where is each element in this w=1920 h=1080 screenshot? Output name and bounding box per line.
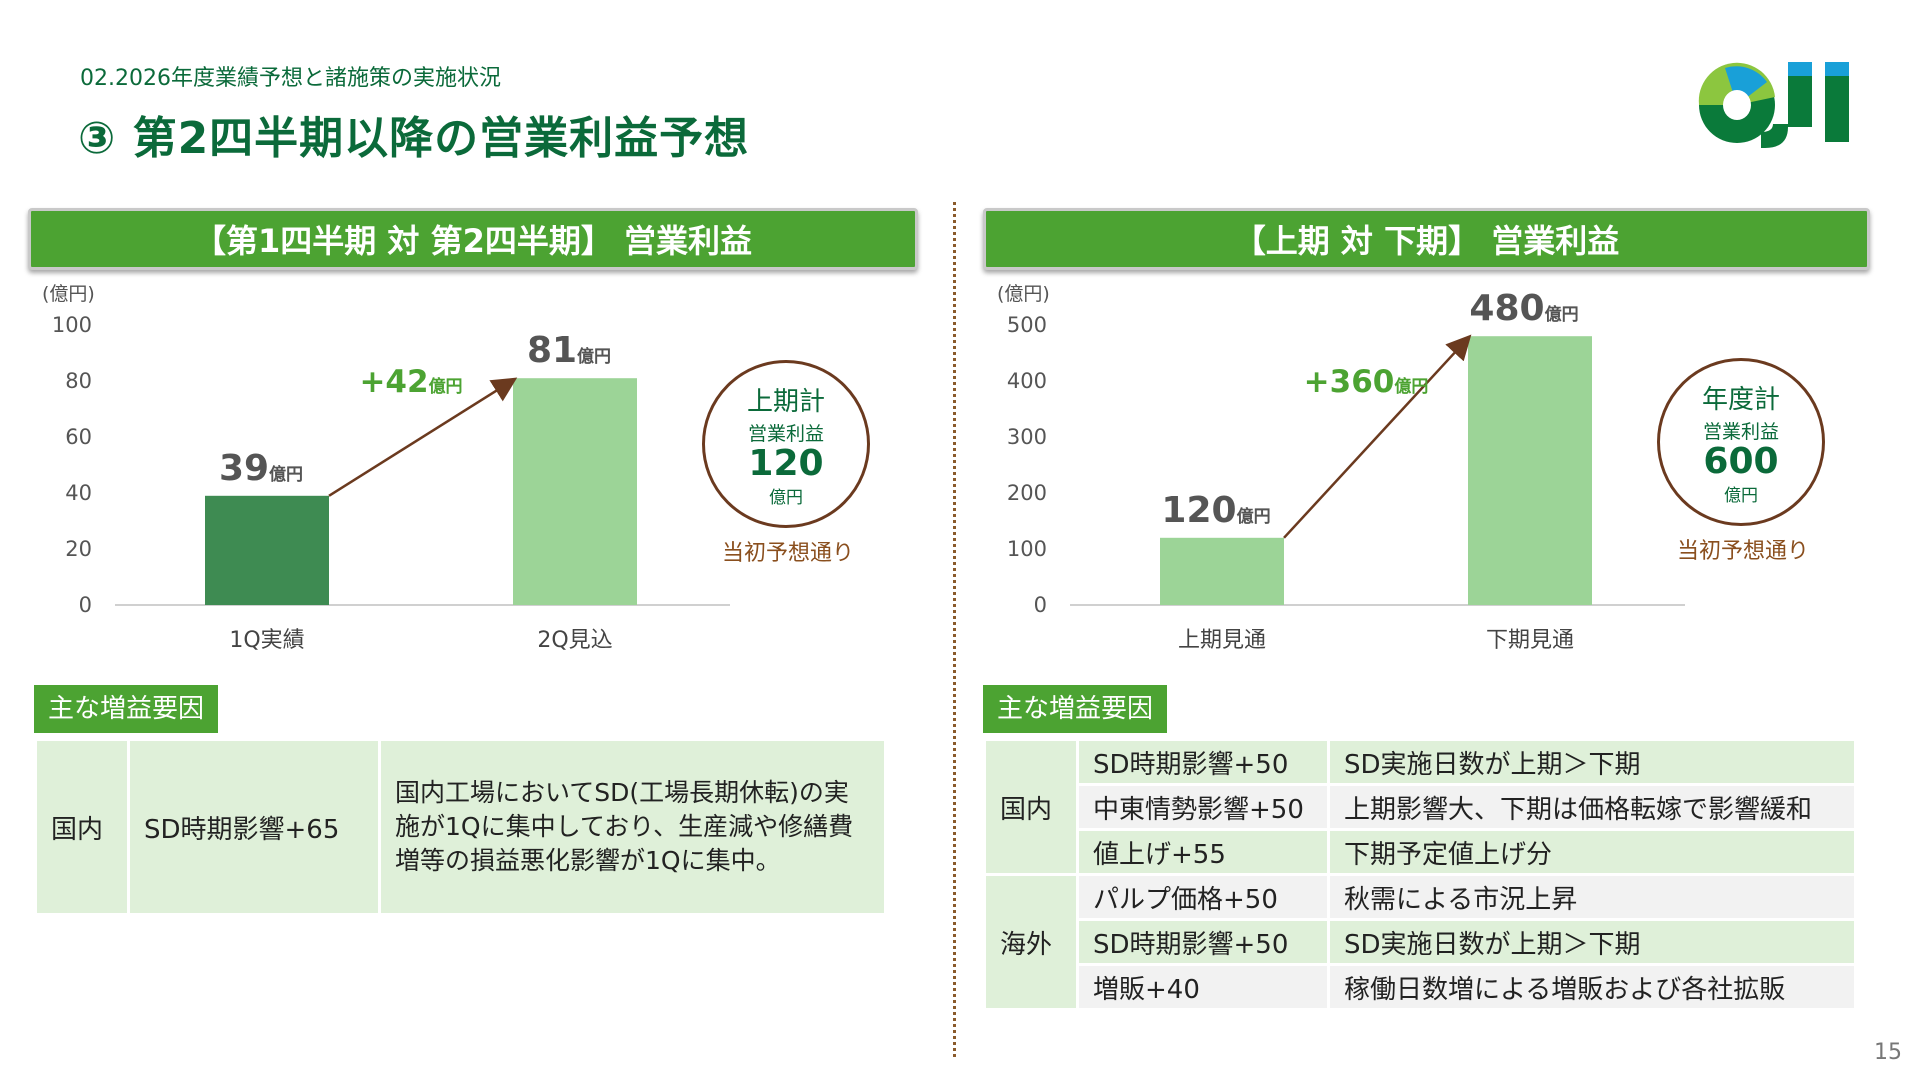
y-tick-label: 0 (79, 593, 92, 617)
page-number: 15 (1874, 1040, 1902, 1065)
left-factors-table: 国内 SD時期影響+65 国内工場においてSD(工場長期休転)の実施が1Qに集中… (34, 738, 887, 916)
table-row: 国内 SD時期影響+65 国内工場においてSD(工場長期休転)の実施が1Qに集中… (34, 738, 887, 916)
bar (205, 495, 329, 605)
factor-item-cell: SD時期影響+65 (127, 738, 381, 916)
table-row: SD時期影響+50 SD実施日数が上期＞下期 (985, 918, 1857, 966)
quarterly-profit-chart-svg: (億円) 0 20 40 60 80 100 1Q実績 39億円 2Q見込 81億円 +42億円 (42, 283, 730, 653)
table-row: 中東情勢影響+50 上期影響大、下期は価格転嫁で影響緩和 (985, 783, 1857, 831)
x-tick-label: 1Q実績 (229, 628, 304, 653)
right-factors-label: 主な増益要因 (983, 685, 1168, 733)
quarterly-profit-chart: (億円) 0 20 40 60 80 100 1Q実績 39億円 2Q見込 81億円 +42億円 上期… (30, 270, 930, 670)
factor-item-cell: 増販+40 (1076, 963, 1330, 1011)
table-row: 値上げ+55 下期予定値上げ分 (985, 828, 1857, 876)
right-panel-header: 【上期 対 下期】 営業利益 (983, 208, 1870, 270)
left-panel-header: 【第1四半期 対 第2四半期】 営業利益 (28, 208, 918, 270)
circle-unit: 億円 (1724, 486, 1758, 506)
oji-logo (1698, 62, 1849, 148)
circle-unit: 億円 (769, 488, 803, 508)
circle-subtitle: 営業利益 (747, 423, 824, 445)
y-tick-label: 400 (1007, 369, 1047, 393)
forecast-note: 当初予想通り (1676, 539, 1809, 564)
region-cell: 海外 (983, 873, 1079, 1011)
factor-item-cell: 値上げ+55 (1076, 828, 1330, 876)
y-axis-unit-label: (億円) (42, 283, 95, 305)
table-row: 海外 パルプ価格+50 秋需による市況上昇 (983, 873, 1857, 1011)
y-tick-label: 80 (65, 369, 92, 393)
data-label: 480億円 (1469, 288, 1578, 329)
factor-item-cell: パルプ価格+50 (1076, 873, 1330, 921)
table-row: 国内 SD時期影響+50 SD実施日数が上期＞下期 (983, 738, 1857, 876)
bar (1468, 336, 1592, 605)
circle-value: 600 (1703, 441, 1779, 482)
factor-desc-cell: 下期予定値上げ分 (1327, 828, 1857, 876)
factor-desc-cell: 国内工場においてSD(工場長期休転)の実施が1Qに集中しており、生産減や修繕費増… (378, 738, 887, 916)
page-title: ③ 第2四半期以降の営業利益予想 (78, 113, 750, 164)
y-tick-label: 40 (65, 481, 92, 505)
x-tick-label: 下期見通 (1486, 628, 1574, 653)
right-factors-table: 国内 SD時期影響+50 SD実施日数が上期＞下期 中東情勢影響+50 上期影響… (983, 738, 1857, 1011)
region-cell: 国内 (34, 738, 130, 916)
table-row: 増販+40 稼働日数増による増販および各社拡販 (985, 963, 1857, 1011)
circle-title: 年度計 (1701, 385, 1780, 415)
forecast-note: 当初予想通り (721, 541, 854, 566)
x-tick-label: 上期見通 (1178, 628, 1266, 653)
bar (513, 378, 637, 605)
y-axis-unit-label: (億円) (997, 283, 1050, 305)
first-half-total-circle: 上期計 営業利益 120 億円 (702, 360, 870, 528)
circle-title: 上期計 (746, 387, 825, 417)
factor-item-cell: SD時期影響+50 (1076, 918, 1330, 966)
factor-desc-cell: 秋需による市況上昇 (1327, 873, 1857, 921)
data-label: 39億円 (219, 448, 303, 489)
y-tick-label: 20 (65, 537, 92, 561)
y-tick-label: 200 (1007, 481, 1047, 505)
y-tick-label: 60 (65, 425, 92, 449)
x-tick-label: 2Q見込 (537, 628, 612, 653)
factor-item-cell: 中東情勢影響+50 (1076, 783, 1330, 831)
increase-annotation: +42億円 (359, 364, 462, 400)
left-factors-label: 主な増益要因 (34, 685, 219, 733)
y-tick-label: 100 (52, 313, 92, 337)
increase-arrow (1283, 334, 1472, 539)
factor-desc-cell: 上期影響大、下期は価格転嫁で影響緩和 (1327, 783, 1857, 831)
region-cell: 国内 (983, 738, 1079, 876)
bar (1160, 537, 1284, 605)
section-subtitle: 02.2026年度業績予想と諸施策の実施状況 (80, 66, 501, 91)
factor-desc-cell: SD実施日数が上期＞下期 (1327, 918, 1857, 966)
factor-item-cell: SD時期影響+50 (1076, 738, 1330, 786)
data-label: 81億円 (527, 330, 611, 371)
panel-divider (953, 202, 956, 1057)
circle-value: 120 (748, 443, 824, 484)
y-tick-label: 100 (1007, 537, 1047, 561)
y-tick-label: 0 (1034, 593, 1047, 617)
increase-annotation: +360億円 (1304, 364, 1429, 400)
factor-desc-cell: 稼働日数増による増販および各社拡販 (1327, 963, 1857, 1011)
increase-arrow (328, 377, 518, 497)
y-tick-label: 300 (1007, 425, 1047, 449)
half-year-profit-chart: (億円) 0 100 200 300 400 500 上期見通 120億円下期見通 480億円 +3… (985, 270, 1885, 670)
circle-subtitle: 営業利益 (1702, 421, 1779, 443)
factor-desc-cell: SD実施日数が上期＞下期 (1327, 738, 1857, 786)
data-label: 120億円 (1161, 490, 1270, 531)
full-year-total-circle: 年度計 営業利益 600 億円 (1657, 358, 1825, 526)
y-tick-label: 500 (1007, 313, 1047, 337)
